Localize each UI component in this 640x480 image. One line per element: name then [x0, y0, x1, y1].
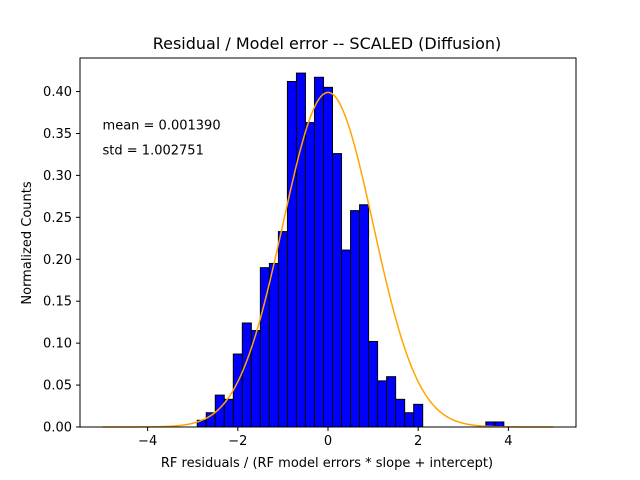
y-axis-ticks: 0.00 0.05 0.10 0.15 0.20 0.25 0.30 0.35 0.40	[43, 85, 80, 435]
std-annotation: std = 1.002751	[103, 143, 204, 158]
histogram-bar	[287, 81, 296, 427]
y-tick-label: 0.10	[43, 337, 72, 352]
histogram-bar	[278, 232, 287, 427]
histogram-bar	[396, 399, 405, 427]
histogram-bar	[360, 205, 369, 427]
chart-title: Residual / Model error -- SCALED (Diffus…	[153, 34, 502, 53]
histogram-bar	[305, 123, 314, 427]
histogram-bar	[233, 354, 242, 427]
histogram-bar	[405, 413, 414, 427]
y-tick-label: 0.35	[43, 127, 72, 142]
histogram-bar	[387, 377, 396, 427]
histogram-bar	[296, 73, 305, 427]
mean-annotation: mean = 0.001390	[103, 118, 221, 133]
histogram-bar	[351, 211, 360, 427]
y-tick-label: 0.15	[43, 295, 72, 310]
x-tick-label: −2	[228, 434, 247, 449]
histogram-bar	[369, 341, 378, 427]
histogram-bar	[242, 323, 251, 427]
x-axis-label: RF residuals / (RF model errors * slope …	[161, 456, 493, 471]
x-tick-label: 0	[324, 434, 332, 449]
histogram-bar	[342, 250, 351, 427]
y-tick-label: 0.00	[43, 421, 72, 436]
histogram-bars	[197, 73, 504, 427]
histogram-bar	[414, 404, 423, 427]
x-tick-label: 2	[414, 434, 422, 449]
histogram-bar	[269, 263, 278, 427]
y-tick-label: 0.40	[43, 85, 72, 100]
y-axis-label: Normalized Counts	[20, 181, 35, 304]
x-tick-label: 4	[504, 434, 512, 449]
y-tick-label: 0.30	[43, 169, 72, 184]
histogram-bar	[323, 87, 332, 427]
y-tick-label: 0.05	[43, 379, 72, 394]
y-tick-label: 0.25	[43, 211, 72, 226]
y-tick-label: 0.20	[43, 253, 72, 268]
histogram-bar	[224, 399, 233, 427]
histogram-bar	[333, 154, 342, 427]
x-tick-label: −4	[138, 434, 157, 449]
histogram-bar	[378, 381, 387, 427]
x-axis-ticks: −4 −2 0 2 4	[138, 427, 512, 449]
histogram-bar	[314, 77, 323, 427]
